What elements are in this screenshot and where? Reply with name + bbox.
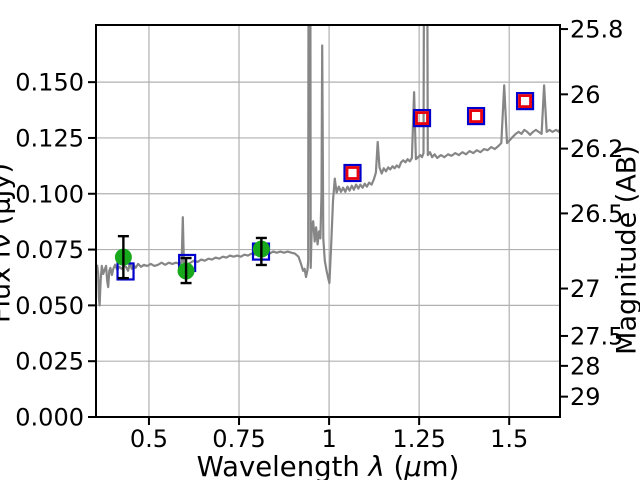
gridlines bbox=[96, 25, 560, 417]
blue-square-marker bbox=[412, 108, 432, 128]
x-tick-label: 0.75 bbox=[212, 425, 265, 453]
x-axis-label-text: Wavelength bbox=[196, 451, 369, 480]
red-square-marker bbox=[345, 166, 360, 180]
x-axis-label-unit: m) bbox=[421, 451, 460, 480]
y-tick-label-left: 0.150 bbox=[15, 69, 84, 97]
y-axis-label-magnitude: Magnitude (AB) bbox=[611, 145, 640, 355]
y-tick-label-right: 26.2 bbox=[570, 135, 623, 163]
y-tick-label-right: 26.5 bbox=[570, 200, 623, 228]
y-axis-label-flux: Flux fν (μJy) bbox=[0, 162, 17, 324]
x-tick-label: 1.5 bbox=[490, 425, 528, 453]
red-square-marker bbox=[518, 94, 532, 109]
red-square-marker bbox=[415, 111, 429, 125]
y-tick-label-right: 25.8 bbox=[570, 16, 623, 44]
tick-marks bbox=[88, 28, 568, 425]
y-tick-label-left: 0.075 bbox=[15, 236, 84, 264]
y-tick-label-left: 0.000 bbox=[15, 404, 84, 432]
data-layer bbox=[97, 26, 559, 307]
y-tick-label-right: 27.5 bbox=[570, 322, 623, 350]
y-tick-label-right: 28 bbox=[570, 352, 601, 380]
y-tick-label-left: 0.050 bbox=[15, 292, 84, 320]
x-axis-label: Wavelength λ (μm) bbox=[197, 451, 460, 480]
blue-square-marker bbox=[515, 92, 535, 111]
error-bar bbox=[180, 256, 192, 285]
y-tick-label-right: 26 bbox=[570, 81, 601, 109]
x-tick-label: 0.5 bbox=[130, 425, 168, 453]
red-square-marker bbox=[469, 109, 483, 123]
lambda-symbol: λ bbox=[368, 451, 385, 480]
y-tick-label-left: 0.100 bbox=[15, 180, 84, 208]
x-tick-label: 1 bbox=[321, 425, 336, 453]
blue-square-marker bbox=[343, 163, 362, 183]
tick-labels: 0.5 0.75 1 1.25 1.5 0.000 0.025 0.050 0.075 0.100… bbox=[15, 16, 623, 453]
error-bar bbox=[255, 236, 267, 267]
spectrum-line bbox=[97, 26, 559, 307]
plot-border bbox=[95, 24, 561, 418]
y-tick-label-left: 0.125 bbox=[15, 124, 84, 152]
y-tick-label-right: 27 bbox=[570, 275, 601, 303]
x-tick-label: 1.25 bbox=[392, 425, 445, 453]
y-tick-label-left: 0.025 bbox=[15, 348, 84, 376]
mu-symbol: μ bbox=[404, 451, 422, 480]
x-axis-label-paren: ( bbox=[384, 451, 405, 480]
blue-square-marker bbox=[466, 106, 486, 126]
error-bar bbox=[117, 234, 129, 280]
y-tick-label-right: 29 bbox=[570, 383, 601, 411]
